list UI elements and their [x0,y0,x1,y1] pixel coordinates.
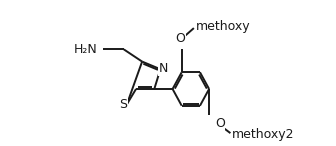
Text: methoxy: methoxy [196,20,250,33]
Text: H₂N: H₂N [74,43,98,56]
Text: N: N [159,62,168,75]
Text: O: O [175,32,185,45]
Text: S: S [119,98,127,111]
Text: methoxy2: methoxy2 [232,128,294,141]
Text: O: O [215,118,225,131]
